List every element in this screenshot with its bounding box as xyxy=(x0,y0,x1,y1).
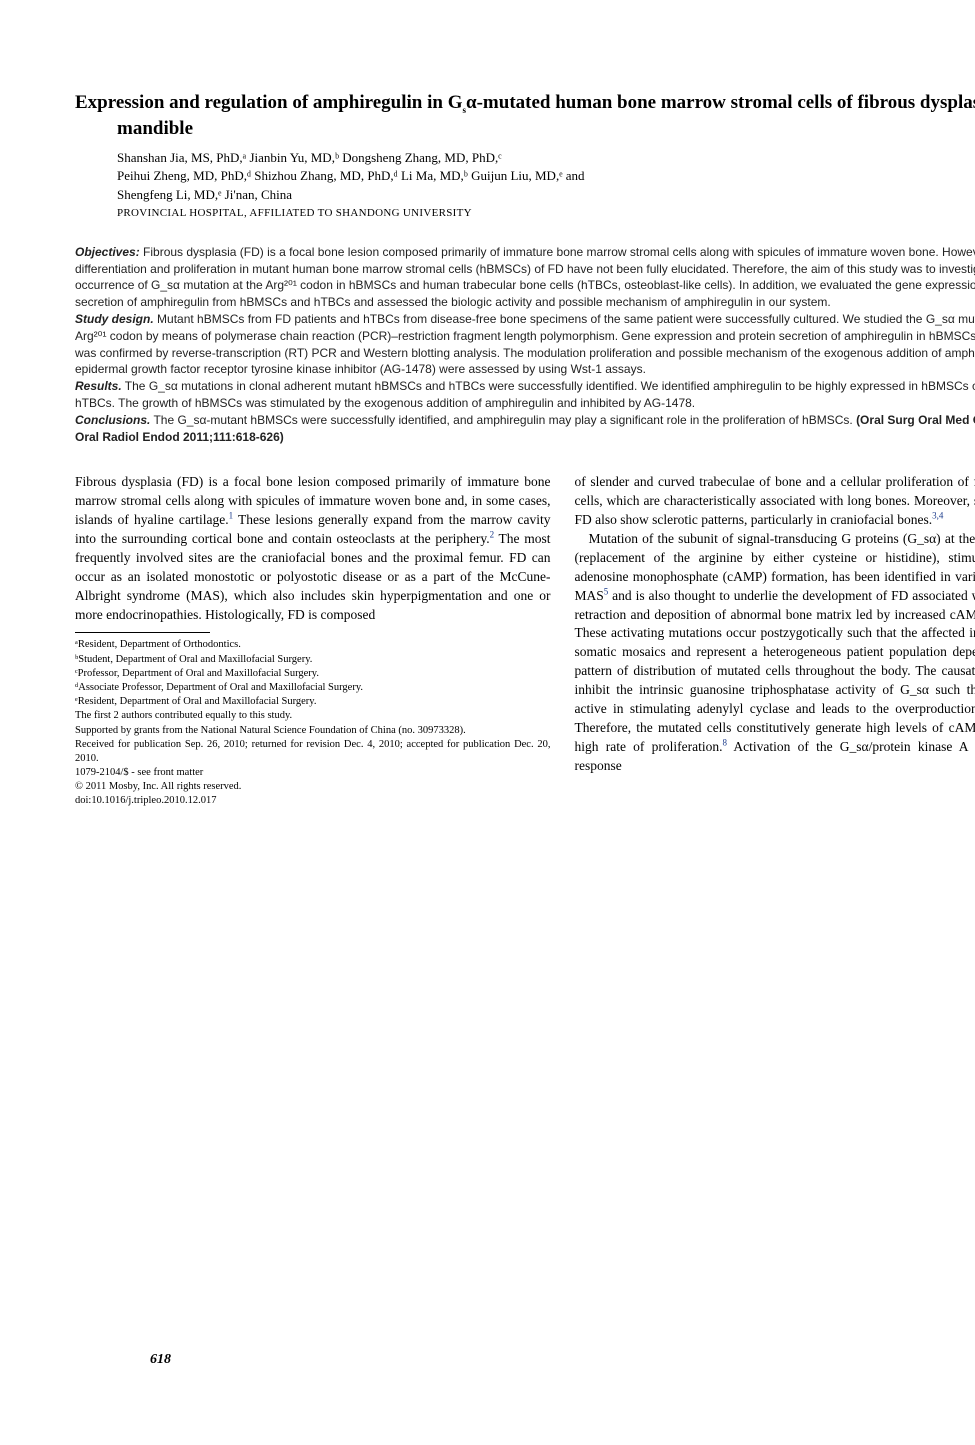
abstract-objectives-label: Objectives: xyxy=(75,245,140,259)
authors-line-1: Shanshan Jia, MS, PhD,ᵃ Jianbin Yu, MD,ᵇ… xyxy=(117,150,502,165)
affiliation: PROVINCIAL HOSPITAL, AFFILIATED TO SHAND… xyxy=(117,206,975,222)
abstract-conclusions-label: Conclusions. xyxy=(75,413,150,427)
footnote-d: ᵈAssociate Professor, Department of Oral… xyxy=(75,681,551,695)
body-paragraph-1-cont: of slender and curved trabeculae of bone… xyxy=(575,473,975,530)
article-title: Expression and regulation of amphireguli… xyxy=(117,90,975,141)
footnote-funding: Supported by grants from the National Na… xyxy=(75,724,551,738)
footnote-contrib: The first 2 authors contributed equally … xyxy=(75,709,551,723)
abstract-design-label: Study design. xyxy=(75,312,154,326)
ref-3-4[interactable]: 3,4 xyxy=(932,511,943,521)
body-columns: Fibrous dysplasia (FD) is a focal bone l… xyxy=(75,473,975,808)
page-number: 618 xyxy=(150,1350,171,1370)
footnote-copyright: © 2011 Mosby, Inc. All rights reserved. xyxy=(75,780,551,794)
abstract: Objectives: Fibrous dysplasia (FD) is a … xyxy=(75,244,975,446)
footnote-b: ᵇStudent, Department of Oral and Maxillo… xyxy=(75,653,551,667)
authors-line-3: Shengfeng Li, MD,ᵉ Ji'nan, China xyxy=(117,187,292,202)
footnote-rule xyxy=(75,632,210,633)
footnote-dates: Received for publication Sep. 26, 2010; … xyxy=(75,738,551,766)
footnote-a: ᵃResident, Department of Orthodontics. xyxy=(75,638,551,652)
footnote-c: ᶜProfessor, Department of Oral and Maxil… xyxy=(75,667,551,681)
abstract-results-label: Results. xyxy=(75,379,122,393)
authors: Shanshan Jia, MS, PhD,ᵃ Jianbin Yu, MD,ᵇ… xyxy=(117,149,975,204)
body-paragraph-2: Mutation of the subunit of signal-transd… xyxy=(575,530,975,776)
authors-line-2: Peihui Zheng, MD, PhD,ᵈ Shizhou Zhang, M… xyxy=(117,168,585,183)
abstract-objectives: Fibrous dysplasia (FD) is a focal bone l… xyxy=(75,245,975,309)
abstract-conclusions: The G_sα-mutant hBMSCs were successfully… xyxy=(150,413,856,427)
body-paragraph-1: Fibrous dysplasia (FD) is a focal bone l… xyxy=(75,473,551,624)
abstract-design: Mutant hBMSCs from FD patients and hTBCs… xyxy=(75,312,975,376)
title-block: Expression and regulation of amphireguli… xyxy=(75,90,975,222)
footnote-issn: 1079-2104/$ - see front matter xyxy=(75,766,551,780)
footnote-e: ᵉResident, Department of Oral and Maxill… xyxy=(75,695,551,709)
footnotes-block: ᵃResident, Department of Orthodontics. ᵇ… xyxy=(75,632,551,808)
abstract-results: The G_sα mutations in clonal adherent mu… xyxy=(75,379,975,410)
footnote-doi: doi:10.1016/j.tripleo.2010.12.017 xyxy=(75,794,551,808)
